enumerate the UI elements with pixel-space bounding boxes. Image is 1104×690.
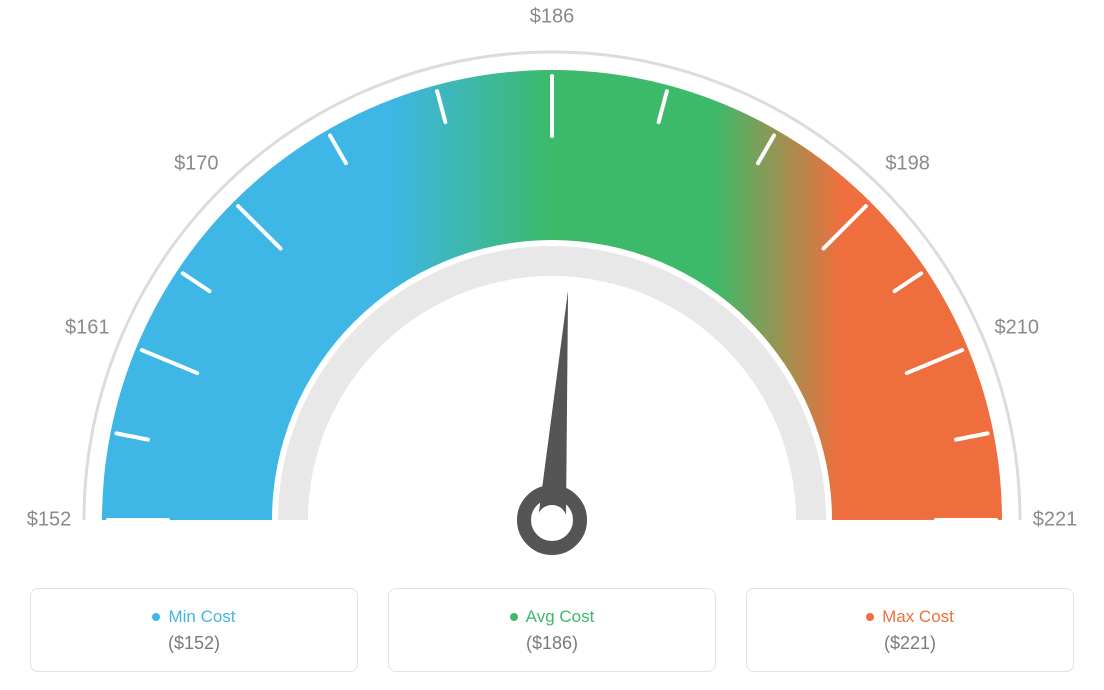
legend-title-avg: Avg Cost: [510, 607, 595, 627]
legend-label: Min Cost: [168, 607, 235, 627]
legend-row: Min Cost ($152) Avg Cost ($186) Max Cost…: [0, 588, 1104, 672]
gauge-tick-label: $210: [994, 316, 1039, 339]
gauge-tick-label: $198: [885, 153, 930, 176]
gauge-tick-label: $221: [1033, 509, 1078, 532]
legend-title-min: Min Cost: [152, 607, 235, 627]
gauge-tick-label: $161: [65, 316, 110, 339]
legend-card-avg: Avg Cost ($186): [388, 588, 716, 672]
legend-title-max: Max Cost: [866, 607, 954, 627]
legend-label: Max Cost: [882, 607, 954, 627]
legend-card-max: Max Cost ($221): [746, 588, 1074, 672]
gauge-tick-label: $186: [530, 6, 575, 29]
legend-card-min: Min Cost ($152): [30, 588, 358, 672]
legend-value: ($221): [884, 633, 936, 654]
gauge-tick-label: $152: [27, 509, 72, 532]
gauge-chart-container: $152 $161 $170 $186 $198 $210 $221 Min Cost ($…: [0, 0, 1104, 690]
legend-label: Avg Cost: [526, 607, 595, 627]
gauge-tick-label: $170: [174, 153, 219, 176]
legend-value: ($152): [168, 633, 220, 654]
gauge-area: $152 $161 $170 $186 $198 $210 $221: [0, 0, 1104, 570]
dot-icon: [152, 613, 160, 621]
legend-value: ($186): [526, 633, 578, 654]
gauge-svg: [0, 0, 1104, 570]
dot-icon: [866, 613, 874, 621]
dot-icon: [510, 613, 518, 621]
